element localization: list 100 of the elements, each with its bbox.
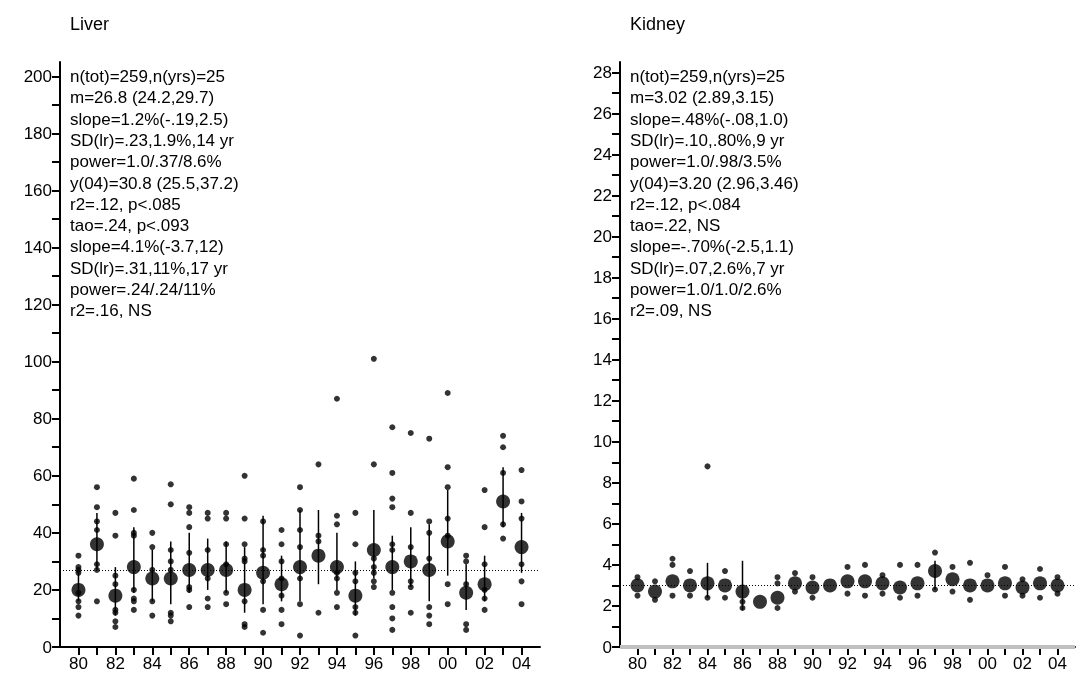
point — [893, 580, 907, 595]
annotation: y(04)=3.20 (2.96,3.46) — [630, 173, 799, 193]
annotation: SD(lr)=.10,.80%,9 yr — [630, 130, 785, 150]
point — [108, 588, 123, 603]
point — [71, 582, 86, 597]
annotation: slope=-.70%(-2.5,1.1) — [630, 237, 794, 257]
x-tick-label: 94 — [327, 654, 347, 673]
y-tick-label: 18 — [593, 268, 612, 288]
point — [311, 548, 326, 563]
point — [348, 588, 363, 603]
point — [1015, 580, 1030, 595]
x-tick-label: 86 — [179, 654, 199, 673]
x-tick-label: 04 — [1048, 654, 1067, 673]
point — [1037, 594, 1043, 601]
y-tick-label: 10 — [593, 432, 612, 452]
x-tick-label: 00 — [978, 654, 997, 673]
point — [200, 562, 215, 577]
point — [792, 570, 798, 577]
point — [844, 563, 851, 570]
point — [932, 549, 938, 556]
x-tick-label: 90 — [803, 654, 822, 673]
annotation: power=.24/.24/11% — [70, 280, 216, 299]
point — [700, 576, 715, 591]
point — [496, 494, 511, 509]
y-tick-label: 180 — [23, 123, 52, 143]
annotation: n(tot)=259,n(yrs)=25 — [70, 67, 225, 86]
x-tick-label: 92 — [290, 654, 310, 673]
point — [669, 555, 676, 562]
point — [998, 576, 1012, 591]
y-tick-label: 8 — [602, 473, 612, 493]
x-tick-label: 02 — [1013, 654, 1032, 673]
point — [823, 578, 837, 593]
x-tick-label: 96 — [908, 654, 927, 673]
annotation: m=26.8 (24.2,29.7) — [70, 88, 215, 108]
point — [788, 576, 802, 591]
point — [385, 560, 400, 575]
chart-title: Liver — [70, 14, 110, 34]
y-tick-label: 40 — [33, 523, 52, 543]
annotation: slope=.48%(-.08,1.0) — [630, 109, 789, 129]
point — [704, 594, 711, 601]
point — [683, 578, 697, 593]
x-tick-label: 98 — [401, 654, 421, 673]
point — [722, 568, 728, 575]
point — [514, 540, 529, 555]
y-tick-label: 20 — [33, 580, 52, 600]
annotation: m=3.02 (2.89,3.15) — [630, 88, 775, 108]
point — [875, 576, 890, 591]
annotation: n(tot)=259,n(yrs)=25 — [630, 67, 785, 86]
y-tick-label: 80 — [33, 409, 52, 429]
point — [910, 576, 925, 591]
point — [219, 562, 234, 577]
point — [440, 534, 455, 549]
x-tick-label: 92 — [838, 654, 857, 673]
point — [945, 572, 960, 587]
annotation: slope=1.2%(-.19,2.5) — [70, 109, 229, 129]
x-tick-label: 98 — [943, 654, 962, 673]
x-tick-label: 04 — [512, 654, 531, 673]
point — [932, 586, 938, 593]
y-tick-label: 140 — [23, 237, 52, 257]
annotation: slope=4.1%(-3.7,12) — [70, 237, 224, 257]
point — [274, 577, 289, 592]
point — [809, 594, 816, 601]
point — [928, 564, 942, 579]
x-tick-label: 82 — [663, 654, 682, 673]
chart-title: Kidney — [630, 14, 686, 34]
point — [329, 560, 344, 575]
point — [858, 574, 872, 589]
point — [722, 594, 728, 601]
x-tick-label: 88 — [768, 654, 787, 673]
y-tick-label: 28 — [593, 62, 612, 82]
point — [739, 598, 746, 605]
annotation: power=1.0/.37/8.6% — [70, 152, 222, 172]
y-tick-label: 14 — [593, 350, 612, 370]
x-tick-label: 00 — [438, 654, 458, 673]
annotation: r2=.09, NS — [630, 301, 712, 321]
x-tick-label: 82 — [105, 654, 125, 673]
point — [1033, 576, 1047, 591]
y-tick-label: 100 — [23, 352, 52, 372]
annotation: SD(lr)=.07,2.6%,7 yr — [630, 258, 785, 278]
annotation: tao=.22, NS — [630, 216, 721, 236]
point — [735, 584, 750, 599]
x-tick-label: 84 — [142, 654, 162, 673]
point — [477, 577, 492, 592]
y-tick-label: 160 — [23, 180, 52, 200]
point — [652, 578, 658, 585]
point — [1002, 563, 1008, 570]
x-tick-label: 96 — [364, 654, 384, 673]
point — [1050, 578, 1065, 593]
point — [980, 578, 995, 593]
point — [237, 582, 252, 597]
x-tick-label: 90 — [253, 654, 273, 673]
annotation: y(04)=30.8 (25.5,37.2) — [70, 173, 239, 193]
y-tick-label: 20 — [593, 226, 612, 246]
point — [1002, 592, 1008, 599]
point — [805, 580, 820, 595]
y-tick-label: 200 — [23, 66, 52, 86]
point — [366, 542, 381, 557]
point — [949, 563, 956, 570]
point — [967, 559, 973, 566]
x-tick-label: 80 — [628, 654, 647, 673]
